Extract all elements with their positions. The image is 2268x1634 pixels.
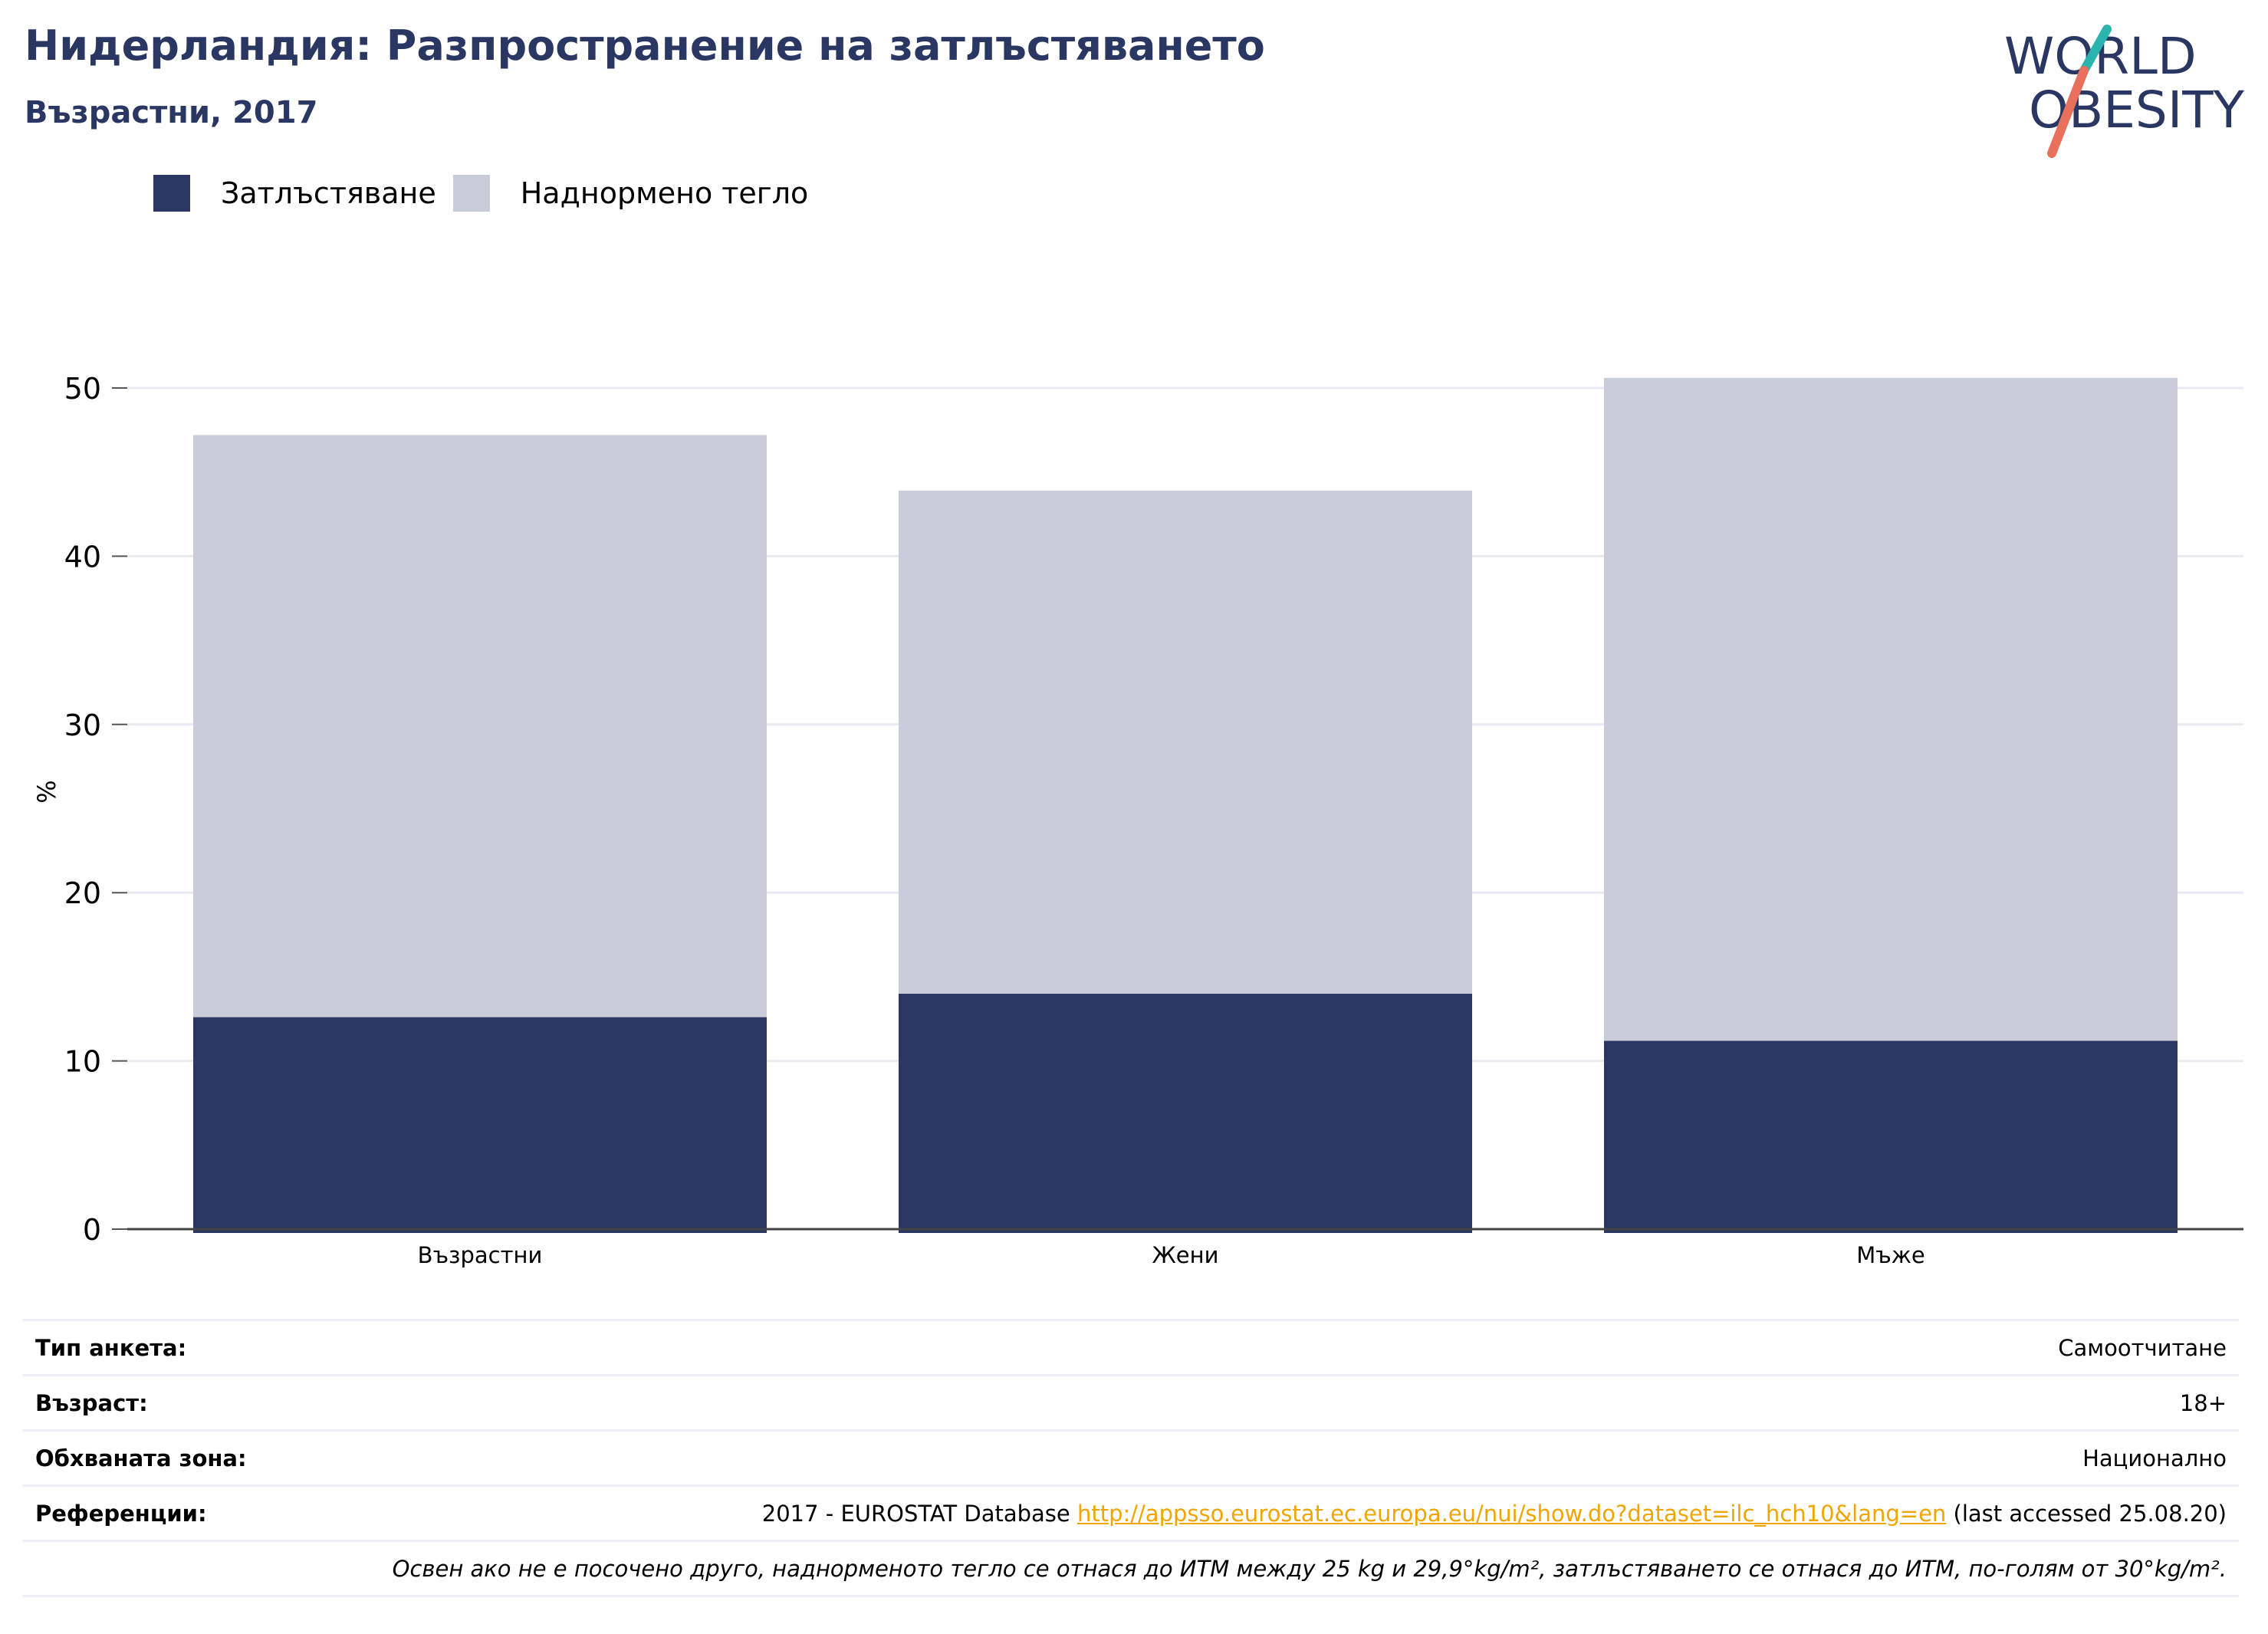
chart-subtitle: Възрастни, 2017 bbox=[25, 95, 318, 130]
y-tick-label: 10 bbox=[64, 1045, 101, 1079]
info-label: Обхваната зона: bbox=[35, 1445, 247, 1471]
reference-value: 2017 - EUROSTAT Database http://appsso.e… bbox=[762, 1501, 2227, 1527]
stacked-bar-chart: 0 10 20 30 40 50% Възрастни Жени Мъже bbox=[32, 372, 2243, 1268]
chart-title: Нидерландия: Разпространение на затлъстя… bbox=[25, 21, 1265, 70]
logo-slash-teal bbox=[2079, 25, 2112, 75]
info-row-references: Референции: 2017 - EUROSTAT Database htt… bbox=[23, 1484, 2239, 1540]
x-tick-label: Възрастни bbox=[418, 1242, 543, 1268]
info-value: Национално bbox=[2082, 1445, 2227, 1471]
info-value: 18+ bbox=[2179, 1389, 2227, 1416]
legend-swatch-obesity bbox=[153, 175, 190, 212]
info-value: Самоотчитане bbox=[2058, 1334, 2227, 1361]
info-row-area: Обхваната зона: Национално bbox=[23, 1429, 2239, 1484]
chart-legend: Затлъстяване Наднормено тегло bbox=[153, 175, 825, 212]
x-tick-label: Жени bbox=[1152, 1242, 1219, 1268]
bar-obesity bbox=[193, 1017, 767, 1233]
world-obesity-logo: WORLD OBESITY bbox=[2004, 25, 2245, 158]
legend-swatch-overweight bbox=[452, 175, 490, 212]
bars bbox=[193, 377, 2178, 1233]
legend-item-obesity[interactable]: Затлъстяване bbox=[153, 175, 436, 212]
y-axis-label: % bbox=[32, 780, 61, 803]
reference-prefix: 2017 - EUROSTAT Database bbox=[761, 1500, 1077, 1527]
y-tick-label: 50 bbox=[64, 372, 101, 406]
logo-slash-coral bbox=[2047, 66, 2089, 158]
info-label: Референции: bbox=[35, 1500, 207, 1527]
info-row-age: Възраст: 18+ bbox=[23, 1374, 2239, 1429]
y-tick-label: 20 bbox=[64, 876, 101, 910]
reference-link[interactable]: http://appsso.eurostat.ec.europa.eu/nui/… bbox=[1076, 1500, 1947, 1527]
info-label: Тип анкета: bbox=[35, 1334, 187, 1361]
y-tick-label: 0 bbox=[83, 1213, 101, 1247]
bar-obesity bbox=[899, 993, 1472, 1233]
axes: 0 10 20 30 40 50% Възрастни Жени Мъже bbox=[32, 372, 2243, 1268]
x-tick-label: Мъже bbox=[1856, 1242, 1925, 1268]
y-tick-label: 30 bbox=[64, 709, 101, 742]
bar-overweight bbox=[899, 490, 1472, 994]
bar-obesity bbox=[1604, 1041, 2178, 1233]
legend-label-obesity: Затлъстяване bbox=[221, 176, 436, 210]
y-tick-label: 40 bbox=[64, 540, 101, 574]
bar-overweight bbox=[193, 435, 767, 1018]
bar-overweight bbox=[1604, 377, 2178, 1041]
info-row-note: Освен ако не е посочено друго, наднормен… bbox=[23, 1540, 2239, 1597]
info-row-survey-type: Тип анкета: Самоотчитане bbox=[23, 1319, 2239, 1374]
definition-note: Освен ако не е посочено друго, наднормен… bbox=[392, 1555, 2227, 1582]
legend-item-overweight[interactable]: Наднормено тегло bbox=[452, 175, 809, 212]
legend-label-overweight: Наднормено тегло bbox=[520, 176, 809, 210]
info-table: Тип анкета: Самоотчитане Възраст: 18+ Об… bbox=[23, 1319, 2239, 1597]
info-label: Възраст: bbox=[35, 1389, 148, 1416]
reference-suffix: (last accessed 25.08.20) bbox=[1946, 1500, 2227, 1527]
